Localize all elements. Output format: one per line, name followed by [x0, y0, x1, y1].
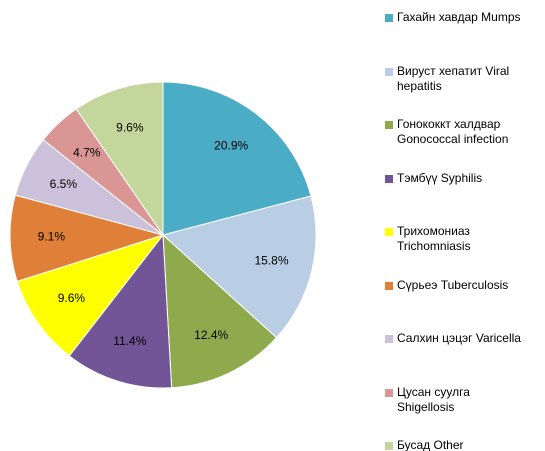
data-label: 6.5%: [50, 177, 78, 191]
legend-swatch: [385, 67, 393, 76]
data-label: 15.8%: [255, 254, 289, 268]
data-label: 9.1%: [38, 230, 66, 244]
data-label: 9.6%: [58, 291, 86, 305]
legend-label: Бусад Other: [397, 438, 464, 451]
legend-label: Цусан суулга Shigellosis: [397, 384, 470, 414]
legend-swatch: [385, 281, 393, 290]
legend-swatch: [385, 121, 393, 129]
legend-swatch: [385, 442, 393, 450]
legend-label: Салхин цэцэг Varicella: [397, 331, 521, 345]
pie-slice: [75, 81, 164, 237]
legend-label: Вируст хепатит Viral hepatitis: [397, 63, 510, 93]
legend-swatch: [385, 14, 393, 22]
data-label: 9.6%: [116, 121, 144, 135]
legend-label: Трихомониаз Trichomniasis: [397, 224, 471, 253]
legend-label: Гахайн хавдар Mumps: [397, 10, 521, 24]
legend-swatch: [385, 335, 393, 343]
legend-label: Тэмбүү Syphilis: [397, 170, 483, 185]
legend-swatch: [385, 174, 393, 183]
pie-slice: [16, 234, 165, 357]
pie-slice: [162, 233, 278, 389]
data-label: 11.4%: [113, 334, 146, 348]
data-label: 4.7%: [73, 146, 101, 160]
legend-swatch: [385, 228, 393, 236]
legend-label: Гонококкт халдвар Gonococcal infection: [397, 117, 509, 146]
pie-slice: [162, 81, 312, 236]
data-label: 20.9%: [214, 139, 248, 153]
pie-slice: [161, 195, 317, 339]
legend-label: Сүрьеэ Tuberculosis: [397, 277, 509, 292]
legend-swatch: [385, 388, 393, 397]
pie-slice: [9, 194, 165, 282]
pie-slice: [68, 233, 173, 389]
data-label: 12.4%: [194, 328, 228, 342]
